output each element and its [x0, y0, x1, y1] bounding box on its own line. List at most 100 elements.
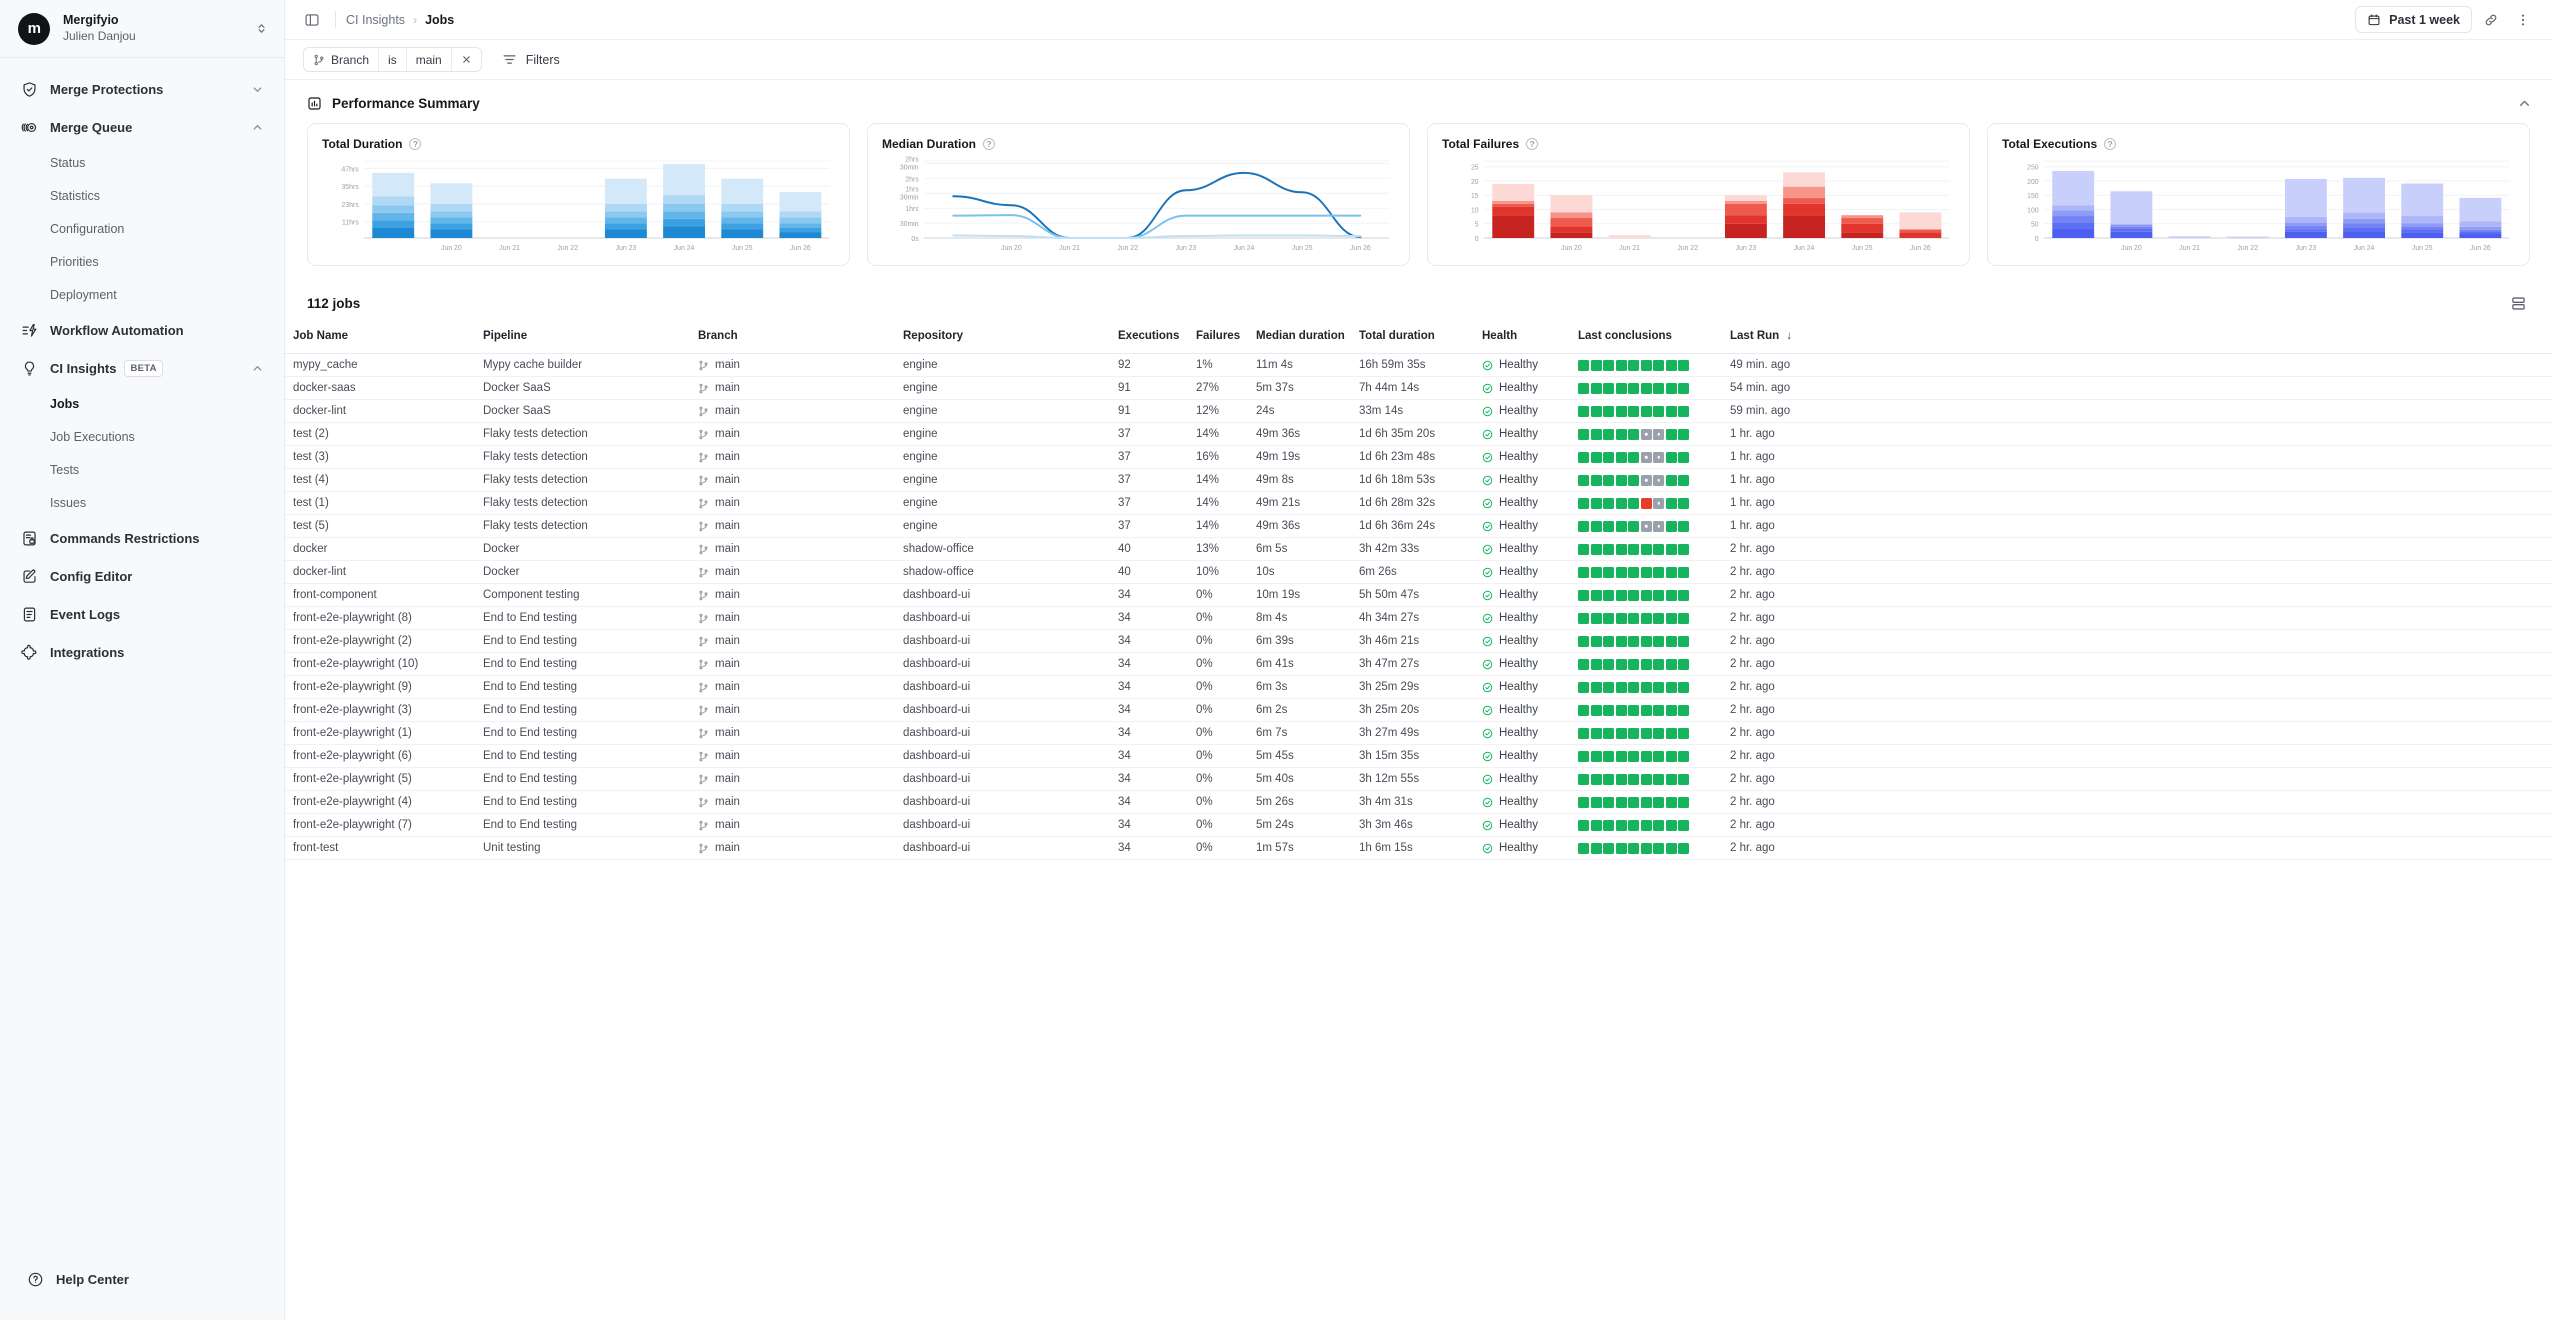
conclusion-segment[interactable] — [1615, 612, 1627, 624]
table-row[interactable]: front-e2e-playwright (10) End to End test… — [285, 652, 2552, 676]
conclusion-segment[interactable] — [1678, 750, 1689, 762]
conclusion-segment[interactable] — [1665, 727, 1677, 739]
conclusion-segment[interactable] — [1628, 405, 1639, 417]
date-range-button[interactable]: Past 1 week — [2355, 6, 2472, 33]
conclusion-segment[interactable] — [1603, 635, 1614, 647]
question-icon[interactable]: ? — [2104, 138, 2117, 150]
conclusion-segment[interactable] — [1628, 520, 1639, 532]
conclusion-segment[interactable] — [1615, 773, 1627, 785]
conclusion-segment[interactable] — [1640, 520, 1652, 532]
conclusion-segment[interactable] — [1615, 635, 1627, 647]
conclusion-segment[interactable] — [1628, 727, 1639, 739]
col-executions[interactable]: Executions — [1110, 325, 1188, 354]
table-row[interactable]: docker-saas Docker SaaS main engine 91 27% 5m … — [285, 376, 2552, 400]
conclusion-segment[interactable] — [1640, 704, 1652, 716]
org-switcher[interactable]: m Mergifyio Julien Danjou — [0, 0, 284, 58]
cell-last-conclusions[interactable] — [1570, 652, 1722, 676]
sidebar-item-workflow-automation[interactable]: Workflow Automation — [6, 313, 278, 347]
conclusion-segment[interactable] — [1578, 773, 1589, 785]
conclusion-segment[interactable] — [1628, 497, 1639, 509]
chevron-updown-icon[interactable] — [255, 22, 268, 35]
conclusion-segment[interactable] — [1628, 589, 1639, 601]
conclusion-segment[interactable] — [1665, 796, 1677, 808]
table-row[interactable]: test (1) Flaky tests detection main engine 3… — [285, 491, 2552, 515]
cell-last-conclusions[interactable] — [1570, 767, 1722, 791]
conclusion-segment[interactable] — [1628, 681, 1639, 693]
cell-last-conclusions[interactable] — [1570, 514, 1722, 538]
conclusion-segment[interactable] — [1665, 451, 1677, 463]
conclusion-segment[interactable] — [1640, 405, 1652, 417]
cell-last-conclusions[interactable] — [1570, 629, 1722, 653]
sidebar-item-jobs[interactable]: Jobs — [50, 397, 80, 411]
question-icon[interactable]: ? — [983, 138, 996, 150]
conclusion-segment[interactable] — [1665, 474, 1677, 486]
conclusion-segment[interactable] — [1665, 681, 1677, 693]
conclusion-segment[interactable] — [1665, 428, 1677, 440]
link-icon[interactable] — [2478, 7, 2504, 33]
conclusion-segment[interactable] — [1678, 773, 1689, 785]
conclusion-segment[interactable] — [1665, 359, 1677, 371]
table-row[interactable]: front-e2e-playwright (9) End to End testi… — [285, 675, 2552, 699]
conclusion-segment[interactable] — [1678, 428, 1689, 440]
col-branch[interactable]: Branch — [690, 325, 895, 354]
conclusion-segment[interactable] — [1628, 750, 1639, 762]
col-median-duration[interactable]: Median duration — [1248, 325, 1351, 354]
table-row[interactable]: test (4) Flaky tests detection main engine 3… — [285, 468, 2552, 492]
conclusion-segment[interactable] — [1603, 727, 1614, 739]
chevron-up-icon[interactable] — [251, 121, 264, 134]
conclusion-segment[interactable] — [1578, 405, 1589, 417]
conclusion-segment[interactable] — [1590, 635, 1602, 647]
conclusion-segment[interactable] — [1590, 842, 1602, 854]
conclusion-segment[interactable] — [1578, 359, 1589, 371]
table-row[interactable]: test (5) Flaky tests detection main engine 3… — [285, 514, 2552, 538]
conclusion-segment[interactable] — [1578, 474, 1589, 486]
table-row[interactable]: front-test Unit testing main dashboard-ui 34… — [285, 836, 2552, 860]
conclusion-segment[interactable] — [1628, 543, 1639, 555]
conclusion-segment[interactable] — [1590, 382, 1602, 394]
conclusion-segment[interactable] — [1640, 750, 1652, 762]
conclusion-segment[interactable] — [1678, 566, 1689, 578]
conclusion-segment[interactable] — [1653, 359, 1664, 371]
cell-last-conclusions[interactable] — [1570, 836, 1722, 860]
cell-last-conclusions[interactable] — [1570, 537, 1722, 561]
conclusion-segment[interactable] — [1653, 428, 1664, 440]
conclusion-segment[interactable] — [1628, 842, 1639, 854]
conclusion-segment[interactable] — [1665, 612, 1677, 624]
conclusion-segment[interactable] — [1640, 428, 1652, 440]
conclusion-segment[interactable] — [1640, 773, 1652, 785]
conclusion-segment[interactable] — [1615, 451, 1627, 463]
sidebar-item-deployment[interactable]: Deployment — [50, 288, 117, 302]
conclusion-segment[interactable] — [1678, 796, 1689, 808]
col-health[interactable]: Health — [1474, 325, 1570, 354]
conclusion-segment[interactable] — [1590, 681, 1602, 693]
conclusion-segment[interactable] — [1578, 451, 1589, 463]
conclusion-segment[interactable] — [1665, 405, 1677, 417]
conclusion-segment[interactable] — [1590, 451, 1602, 463]
conclusion-segment[interactable] — [1653, 681, 1664, 693]
conclusion-segment[interactable] — [1678, 359, 1689, 371]
conclusion-segment[interactable] — [1603, 543, 1614, 555]
conclusion-segment[interactable] — [1590, 405, 1602, 417]
cell-last-conclusions[interactable] — [1570, 790, 1722, 814]
table-row[interactable]: front-e2e-playwright (8) End to End testi… — [285, 606, 2552, 630]
filter-chip-operator[interactable]: is — [379, 48, 407, 71]
conclusion-segment[interactable] — [1653, 520, 1664, 532]
conclusion-segment[interactable] — [1603, 359, 1614, 371]
conclusion-segment[interactable] — [1615, 842, 1627, 854]
filter-chip-value[interactable]: main — [407, 48, 452, 71]
conclusion-segment[interactable] — [1665, 543, 1677, 555]
conclusion-segment[interactable] — [1678, 405, 1689, 417]
sidebar-item-status[interactable]: Status — [50, 156, 86, 170]
cell-last-conclusions[interactable] — [1570, 698, 1722, 722]
cell-last-conclusions[interactable] — [1570, 376, 1722, 400]
sidebar-item-help-center[interactable]: Help Center — [12, 1262, 272, 1296]
conclusion-segment[interactable] — [1578, 566, 1589, 578]
sidebar-item-integrations[interactable]: Integrations — [6, 635, 278, 669]
conclusion-segment[interactable] — [1665, 704, 1677, 716]
conclusion-segment[interactable] — [1640, 681, 1652, 693]
conclusion-segment[interactable] — [1590, 520, 1602, 532]
conclusion-segment[interactable] — [1590, 428, 1602, 440]
conclusion-segment[interactable] — [1603, 382, 1614, 394]
conclusion-segment[interactable] — [1578, 612, 1589, 624]
breadcrumb-parent[interactable]: CI Insights — [346, 12, 406, 27]
